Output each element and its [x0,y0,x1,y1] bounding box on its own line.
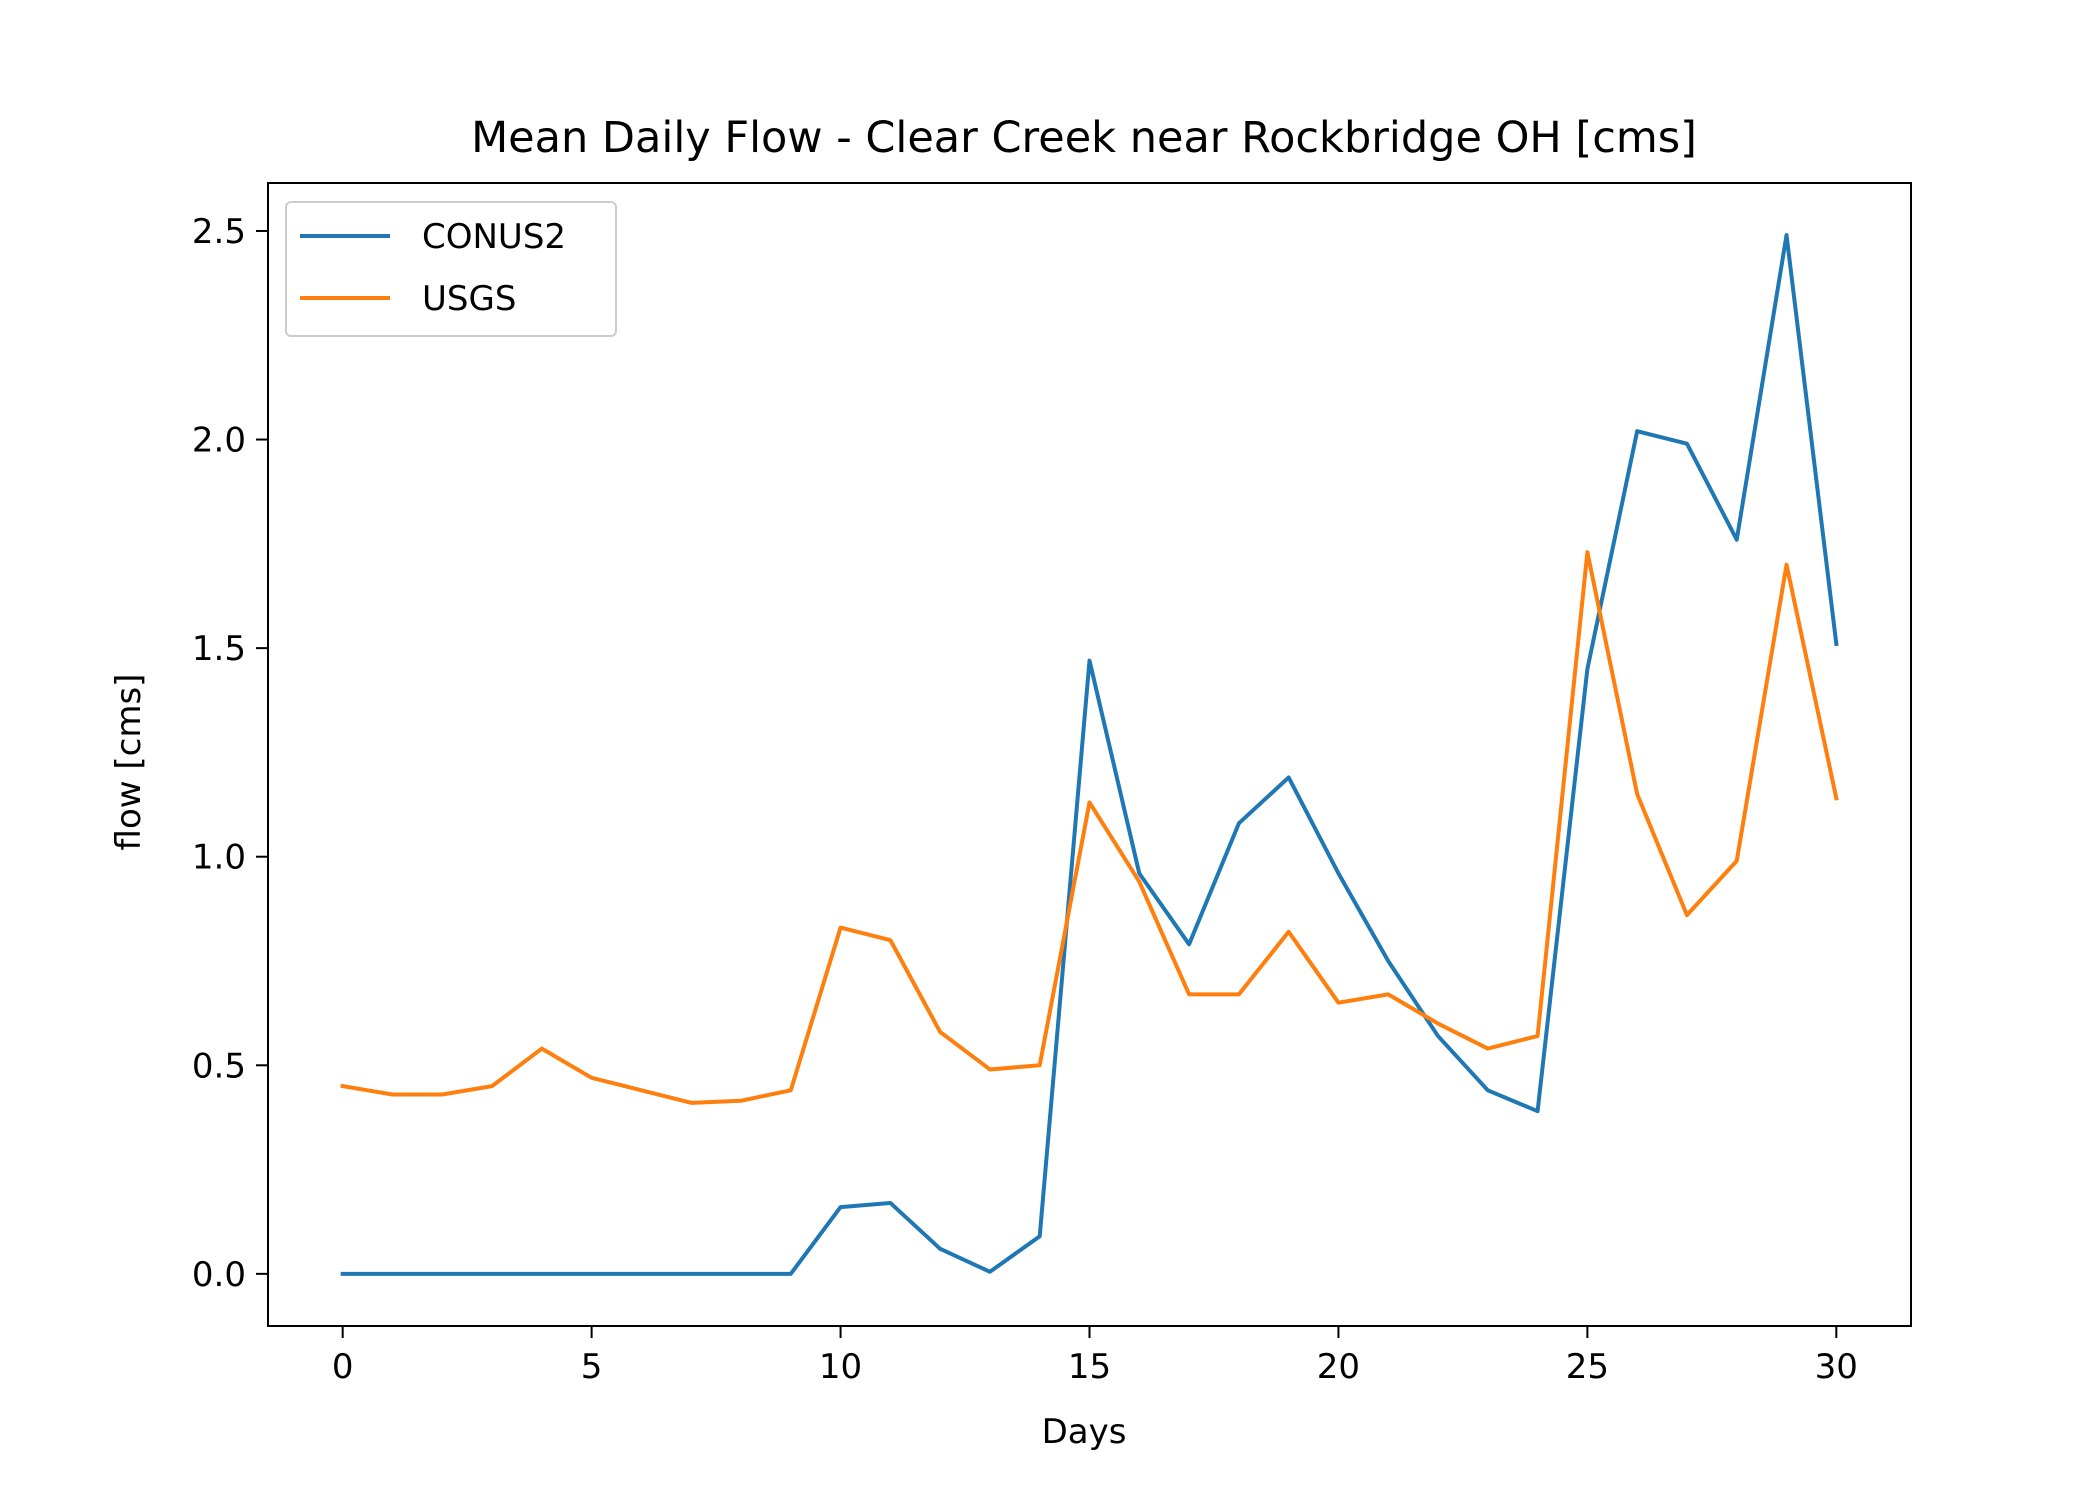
plot-area: 0 5 10 15 20 25 30 0.0 0.5 1.0 1.5 2.0 2.5 [192,182,1912,1387]
y-tick-label-2-0: 2.0 [192,421,246,461]
y-tick-label-0-0: 0.0 [192,1255,246,1295]
x-tick-label-5: 5 [581,1347,603,1387]
x-tick-label-20: 20 [1317,1347,1360,1387]
x-axis-label: Days [1042,1412,1127,1452]
plot-frame [267,182,1912,1327]
y-tick-label-1-0: 1.0 [192,838,246,878]
x-tick-label-10: 10 [819,1347,862,1387]
legend: CONUS2 USGS [285,201,617,337]
x-tick-label-15: 15 [1068,1347,1111,1387]
legend-label-conus2: CONUS2 [422,217,566,257]
x-tick-label-25: 25 [1566,1347,1609,1387]
chart-title: Mean Daily Flow - Clear Creek near Rockb… [471,113,1697,163]
y-tick-label-2-5: 2.5 [192,212,246,252]
x-tick-label-0: 0 [332,1347,354,1387]
y-tick-label-0-5: 0.5 [192,1046,246,1086]
x-tick-label-30: 30 [1815,1347,1858,1387]
legend-label-usgs: USGS [422,279,516,319]
series-line-usgs [340,550,1839,1105]
y-tick-label-1-5: 1.5 [192,629,246,669]
y-axis-label: flow [cms] [109,674,149,851]
series-line-conus2 [340,233,1839,1276]
